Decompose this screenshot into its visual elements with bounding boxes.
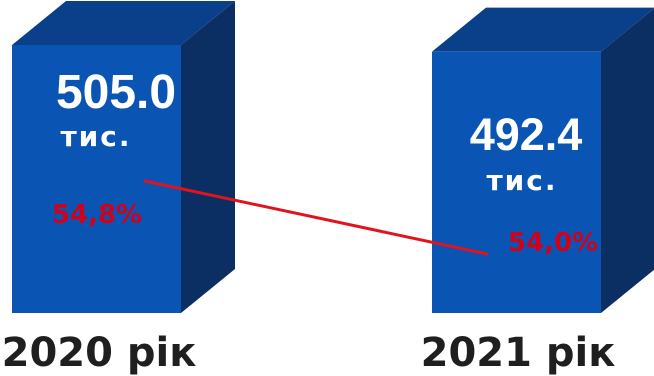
category-label-2021: 2021 рік — [421, 330, 616, 376]
bar-front-2021 — [432, 51, 601, 313]
percent-label-2020: 54,8% — [52, 200, 142, 230]
percent-trend-line — [143, 179, 489, 256]
value-label-2020: 505.0 — [56, 66, 176, 119]
bar-side-2020 — [181, 1, 235, 313]
bars-group — [12, 1, 654, 313]
bar-top-2020 — [12, 1, 235, 45]
bar-front-2020 — [12, 45, 181, 313]
unit-label-2021: тис. — [486, 164, 557, 197]
bar-top-2021 — [432, 7, 654, 52]
unit-label-2020: тис. — [60, 120, 131, 153]
value-label-2021: 492.4 — [470, 109, 583, 160]
bar-side-2021 — [601, 8, 654, 313]
category-label-2020: 2020 рік — [2, 330, 197, 376]
percent-label-2021: 54,0% — [508, 228, 598, 258]
